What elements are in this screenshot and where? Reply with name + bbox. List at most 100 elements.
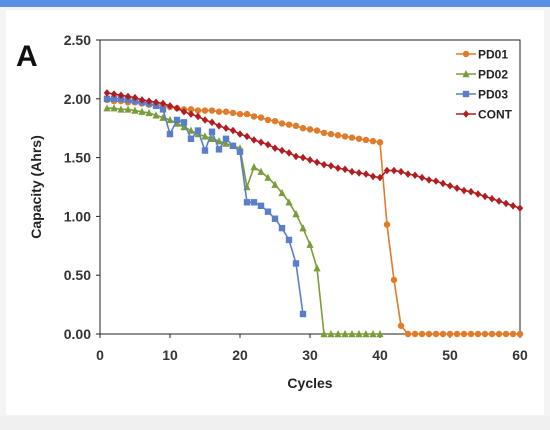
data-point-pd02 [306, 240, 314, 248]
data-point-pd01 [397, 322, 405, 329]
y-tick-label: 2.00 [64, 91, 91, 107]
series-line-pd02 [107, 107, 380, 335]
data-point-pd01 [488, 330, 496, 338]
data-point-pd01 [432, 330, 440, 338]
data-point-pd03 [257, 202, 265, 210]
data-point-pd02 [215, 137, 223, 145]
data-point-pd01 [502, 330, 510, 338]
data-point-pd01 [334, 132, 342, 139]
data-point-pd01 [439, 330, 447, 338]
data-point-cont [306, 156, 314, 164]
data-point-pd02 [103, 104, 111, 112]
data-point-pd01 [264, 116, 272, 124]
data-point-cont [292, 152, 300, 161]
data-point-pd03 [222, 135, 230, 142]
data-point-cont [215, 122, 223, 130]
data-point-pd01 [257, 114, 265, 121]
data-point-pd01 [271, 117, 279, 125]
data-point-pd02 [271, 180, 279, 188]
data-point-pd01 [201, 107, 209, 114]
x-tick-label: 50 [442, 347, 458, 363]
data-point-pd01 [215, 108, 223, 115]
data-point-cont [327, 162, 335, 170]
data-point-pd02 [313, 264, 321, 272]
data-point-cont [446, 182, 454, 190]
data-point-cont [341, 165, 349, 174]
data-point-cont [124, 92, 132, 101]
data-point-cont [425, 176, 433, 184]
data-point-pd03 [278, 224, 286, 232]
data-point-pd02 [362, 330, 370, 338]
data-point-pd01 [341, 133, 349, 140]
data-point-cont [159, 99, 167, 108]
data-point-pd01 [299, 125, 307, 132]
data-point-cont [467, 187, 475, 196]
data-point-pd01 [208, 107, 216, 114]
data-point-pd01 [355, 135, 363, 142]
data-point-pd01 [509, 330, 517, 338]
data-point-pd02 [348, 330, 356, 338]
data-point-pd02 [285, 198, 293, 206]
data-point-cont [383, 166, 391, 175]
series-layer [103, 89, 524, 338]
data-point-pd01 [369, 137, 377, 145]
data-point-cont [334, 164, 342, 172]
data-point-pd01 [390, 276, 398, 284]
data-point-cont [166, 102, 174, 110]
data-point-cont [453, 184, 461, 192]
data-point-pd01 [285, 121, 293, 128]
data-point-pd01 [362, 136, 370, 144]
data-point-pd03 [229, 142, 237, 150]
window-top-bar [0, 0, 550, 7]
data-point-cont [432, 177, 440, 185]
data-point-pd03 [299, 310, 307, 318]
y-axis-title: Capacity (Ahrs) [28, 135, 44, 238]
data-point-cont [299, 153, 307, 162]
data-point-pd02 [257, 167, 265, 175]
data-point-cont [278, 146, 286, 155]
legend-marker-pd03 [462, 90, 470, 98]
data-point-cont [474, 190, 482, 198]
data-point-cont [502, 199, 510, 208]
data-point-pd02 [187, 126, 195, 134]
data-point-pd01 [376, 139, 384, 146]
legend-marker-cont [462, 110, 470, 118]
data-point-pd03 [173, 116, 181, 124]
data-point-cont [180, 107, 188, 116]
panel-label: A [16, 40, 38, 73]
data-point-pd01 [187, 106, 195, 113]
y-tick-label: 2.50 [64, 32, 91, 48]
data-point-pd03 [110, 95, 118, 102]
data-point-pd01 [495, 330, 503, 338]
data-point-cont [320, 160, 328, 169]
data-point-cont [495, 197, 503, 205]
data-point-pd01 [243, 110, 251, 118]
x-tick-label: 10 [162, 347, 178, 363]
data-point-pd02 [299, 224, 307, 232]
data-point-pd03 [194, 127, 202, 134]
data-point-pd02 [145, 108, 153, 117]
data-point-pd03 [250, 199, 258, 206]
data-point-pd02 [138, 107, 146, 115]
data-point-pd01 [320, 129, 328, 137]
data-point-pd01 [278, 120, 286, 127]
data-point-cont [390, 166, 398, 175]
data-point-cont [369, 172, 377, 181]
data-point-cont [222, 124, 230, 132]
bottom-strip [0, 416, 550, 430]
data-point-pd02 [334, 330, 342, 338]
x-tick-label: 60 [512, 347, 528, 363]
data-point-pd01 [383, 221, 391, 228]
data-point-pd01 [516, 330, 524, 338]
x-tick-label: 20 [232, 347, 248, 363]
data-point-pd02 [376, 330, 384, 338]
data-point-cont [145, 97, 153, 105]
data-point-pd01 [222, 108, 230, 115]
data-point-pd01 [327, 130, 335, 138]
data-point-cont [313, 158, 321, 167]
x-axis-ticks: 0 10 20 30 40 50 60 [96, 334, 528, 363]
data-point-pd02 [131, 106, 139, 114]
data-point-cont [201, 116, 209, 124]
data-point-pd03 [236, 148, 244, 155]
data-point-pd01 [467, 330, 475, 338]
